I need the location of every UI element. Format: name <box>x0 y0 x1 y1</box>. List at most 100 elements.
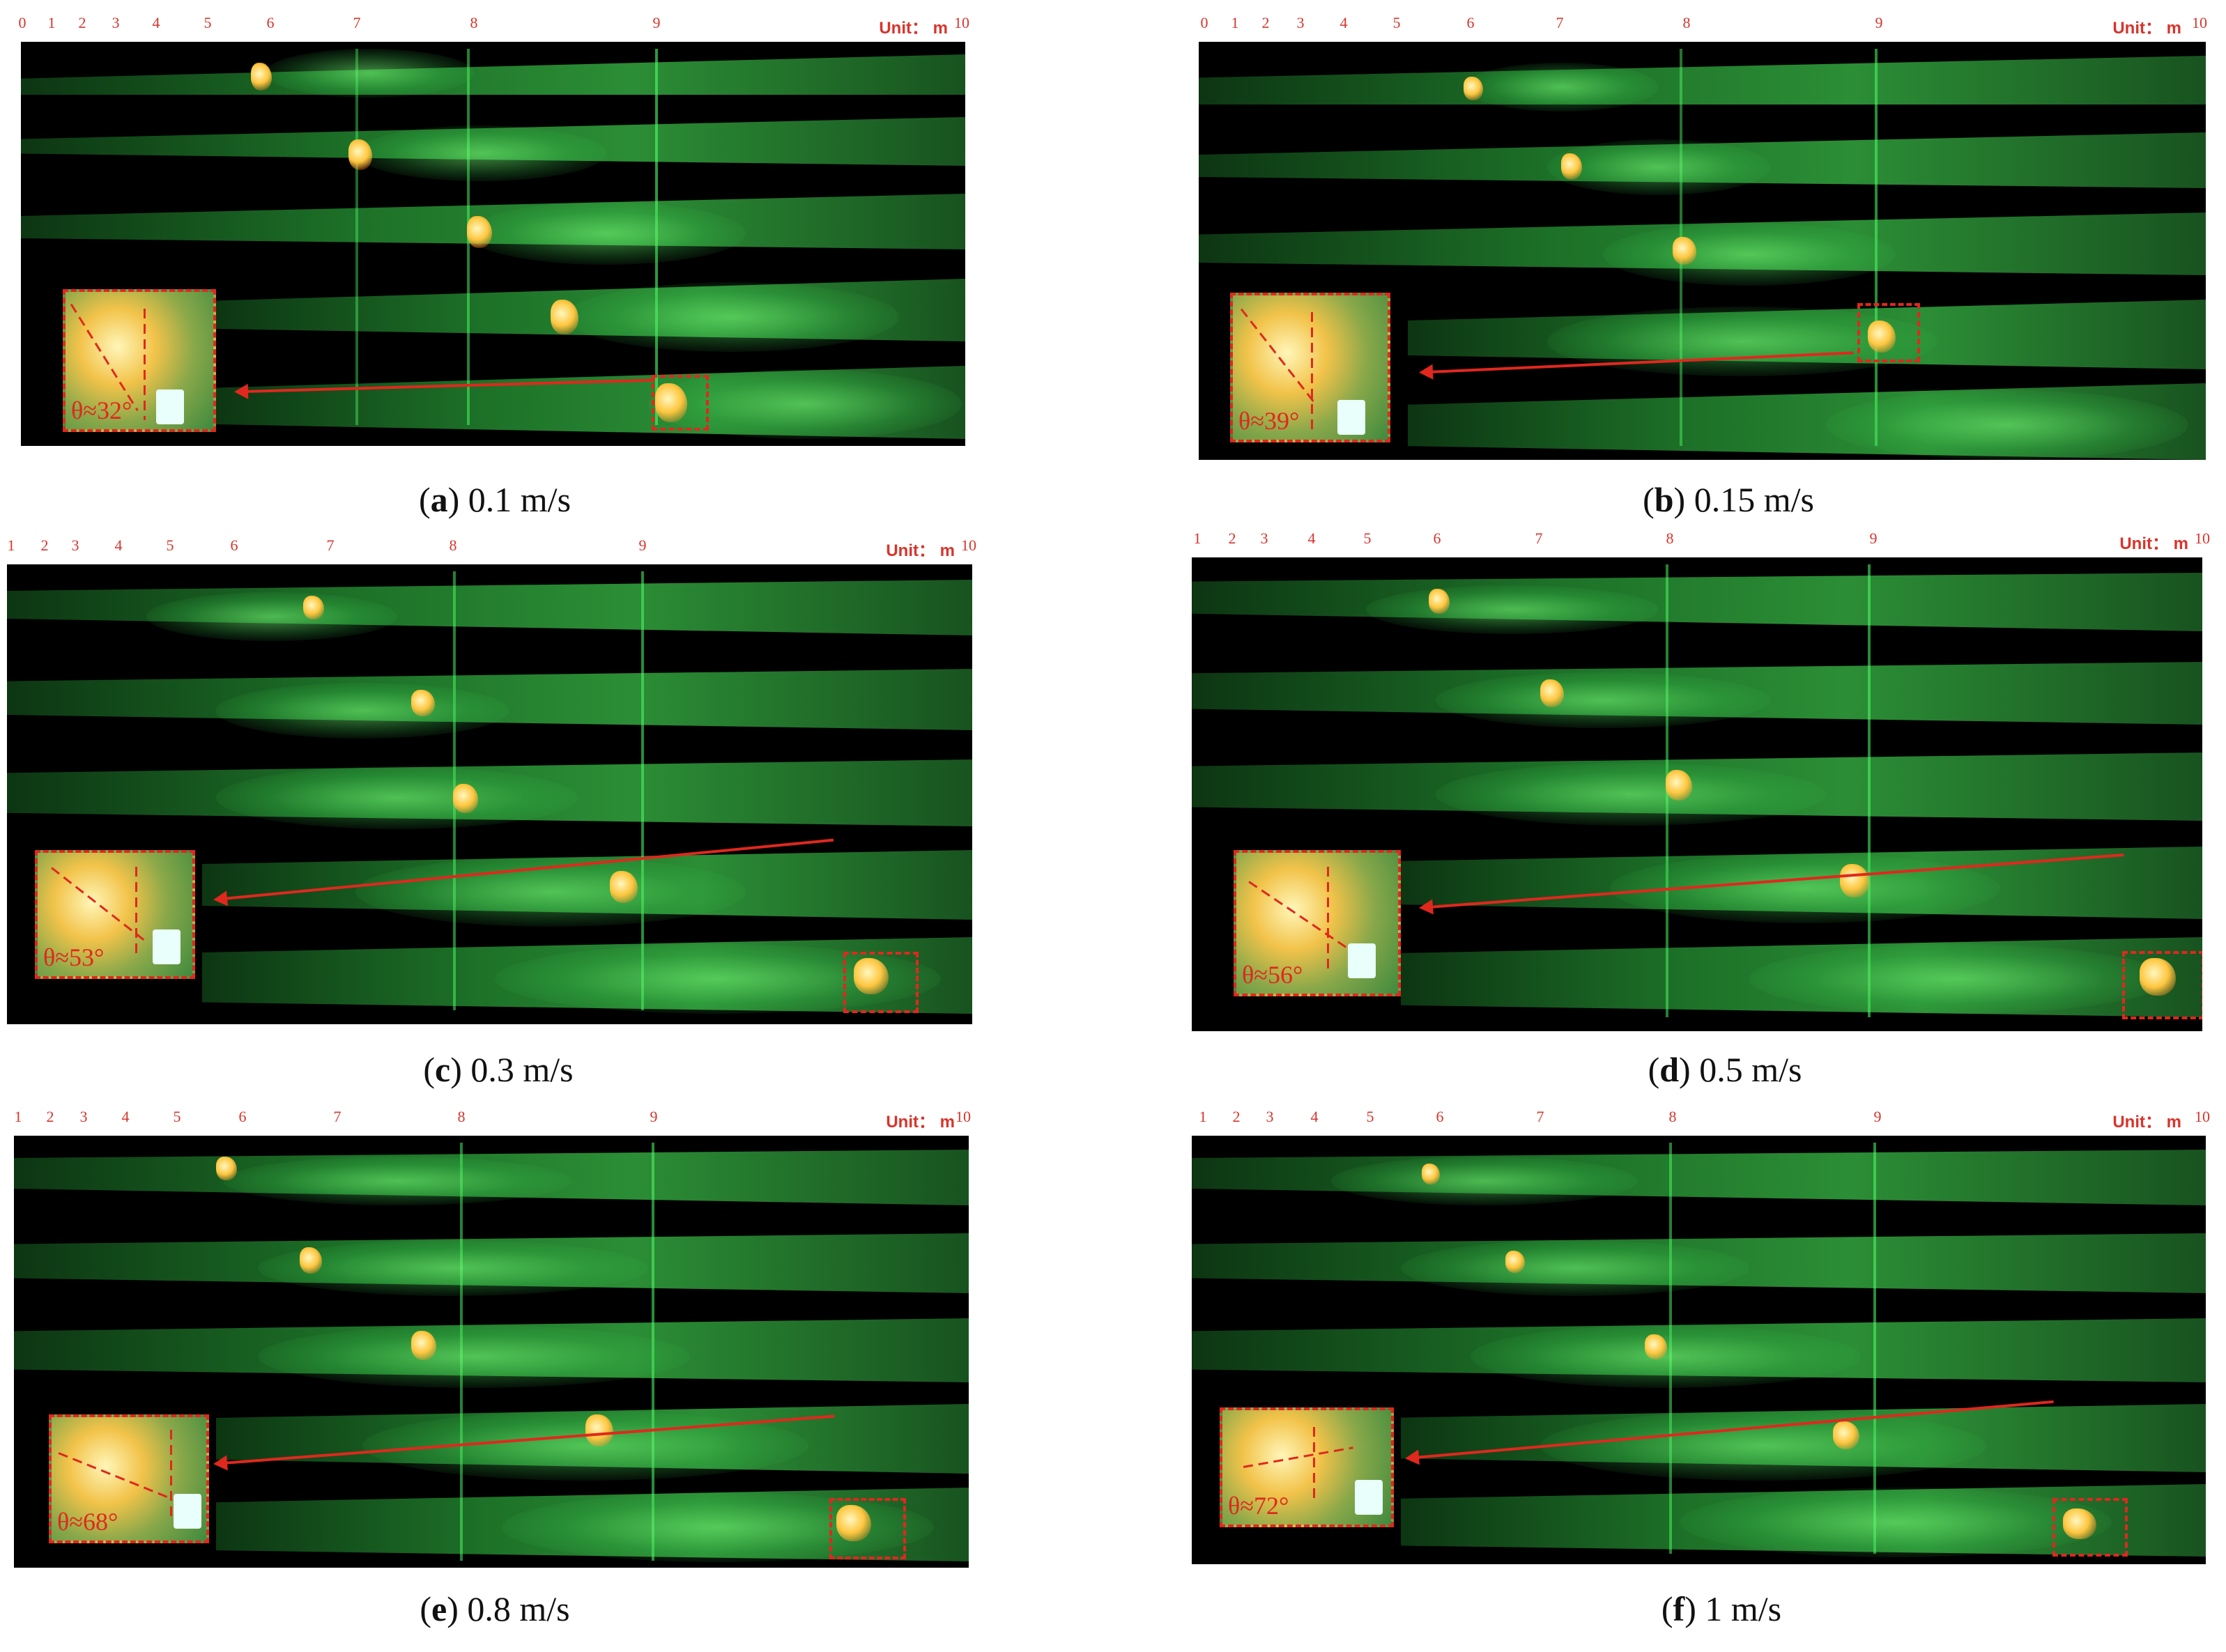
fire-source <box>1666 770 1692 801</box>
panel-b: 0 1 2 3 4 5 6 7 8 9 10 Unit： m <box>1199 14 2209 519</box>
scale-tick: 10 <box>2195 530 2210 547</box>
vertical-reference <box>144 309 146 420</box>
scale-tick: 2 <box>1232 1108 1241 1125</box>
smoke-plume <box>355 125 606 181</box>
scale-tick: 4 <box>1307 530 1316 547</box>
vertical-reference <box>135 867 137 957</box>
scale-tick: 10 <box>2195 1108 2210 1125</box>
distance-scale: 0 1 2 3 4 5 6 7 8 9 10 Unit： m <box>18 14 970 42</box>
panel-caption: (a) 0.1 m/s <box>418 480 571 519</box>
smoke-plume <box>565 282 899 352</box>
panel-letter: f <box>1673 1589 1685 1628</box>
vertical-reference <box>1327 867 1329 971</box>
smoke-plume <box>1680 1488 2112 1557</box>
flame-angle-inset: θ≈72° <box>1220 1407 1394 1527</box>
scale-tick: 5 <box>1392 14 1401 31</box>
panel-letter: b <box>1654 480 1674 519</box>
panel-speed: 1 m/s <box>1705 1589 1782 1628</box>
scale-tick: 2 <box>1228 530 1236 547</box>
fire-source <box>411 1331 436 1360</box>
scale-tick: 3 <box>79 1108 88 1125</box>
zoom-region <box>843 952 919 1013</box>
fire-source <box>453 784 478 813</box>
unit-label: Unit： m <box>886 1113 955 1132</box>
smoke-plume <box>648 369 962 439</box>
smoke-plume <box>1826 390 2188 460</box>
fire-source <box>1561 153 1582 180</box>
smoke-plume <box>1366 585 1659 634</box>
smoke-plume <box>216 683 509 739</box>
burner-nozzle <box>156 389 184 424</box>
distance-scale: 1 2 3 4 5 6 7 8 9 10 Unit： m <box>14 1108 983 1136</box>
scale-tick: 6 <box>1466 14 1475 31</box>
zoom-region <box>2122 951 2202 1019</box>
scale-tick: 7 <box>1536 1108 1544 1125</box>
scale-tick: 8 <box>1668 1108 1677 1125</box>
fire-source <box>854 958 889 994</box>
scale-tick: 4 <box>114 536 123 554</box>
smoke-plume <box>258 1325 690 1388</box>
angle-label: θ≈68° <box>57 1508 118 1536</box>
fire-source <box>1422 1164 1440 1184</box>
scale-tick: 9 <box>1875 14 1883 31</box>
tunnel-strip <box>1199 56 2206 105</box>
panel-d: 1 2 3 4 5 6 7 8 9 10 Unit： m <box>1192 530 2211 1094</box>
flame-angle-inset: θ≈56° <box>1234 850 1401 996</box>
tunnel-marker <box>1873 1143 1876 1554</box>
flame-axis <box>1243 1446 1353 1468</box>
zoom-region <box>829 1498 906 1559</box>
scale-tick: 7 <box>1556 14 1564 31</box>
vertical-reference <box>170 1430 172 1520</box>
tunnel-marker <box>1868 564 1871 1017</box>
tunnel-photo: θ≈39° <box>1199 42 2206 460</box>
panel-speed: 0.3 m/s <box>470 1050 574 1089</box>
scale-tick: 6 <box>1433 530 1441 547</box>
scale-tick: 8 <box>457 1108 466 1125</box>
flame-axis <box>1248 881 1348 949</box>
scale-tick: 9 <box>652 14 661 31</box>
burner-nozzle <box>1355 1480 1383 1515</box>
smoke-plume <box>216 766 578 829</box>
scale-tick: 2 <box>78 14 86 31</box>
flame-axis <box>58 1452 169 1499</box>
scale-tick: 5 <box>166 536 174 554</box>
fire-source <box>1429 589 1450 614</box>
scale-tick: 10 <box>954 14 969 31</box>
fire-source <box>411 690 435 716</box>
burner-nozzle <box>174 1494 201 1529</box>
tunnel-marker <box>641 571 644 1010</box>
scale-tick: 10 <box>955 1108 971 1125</box>
fire-source <box>1673 237 1696 265</box>
scale-tick: 3 <box>71 536 79 554</box>
flame-angle-inset: θ≈39° <box>1230 293 1390 442</box>
smoke-plume <box>1401 1240 1749 1296</box>
tunnel-photo: θ≈32° <box>21 42 965 446</box>
scale-tick: 4 <box>121 1108 130 1125</box>
scale-tick: 10 <box>2192 14 2207 31</box>
scale-tick: 6 <box>238 1108 247 1125</box>
scale-tick: 1 <box>14 1108 22 1125</box>
tunnel-strip <box>21 54 965 95</box>
scale-tick: 4 <box>1310 1108 1319 1125</box>
panel-letter: d <box>1659 1050 1680 1089</box>
smoke-plume <box>1540 1411 1986 1481</box>
scale-tick: 8 <box>449 536 457 554</box>
unit-label: Unit： m <box>2112 1113 2181 1132</box>
scale-tick: 0 <box>18 14 26 31</box>
scale-tick: 4 <box>1340 14 1348 31</box>
unit-label: Unit： m <box>2112 19 2181 38</box>
burner-nozzle <box>1337 400 1365 435</box>
scale-tick: 5 <box>204 14 212 31</box>
distance-scale: 1 2 3 4 5 6 7 8 9 10 Unit： m <box>1192 530 2211 557</box>
fire-source <box>1464 77 1483 100</box>
fire-source <box>610 871 638 903</box>
vertical-reference <box>1311 312 1313 431</box>
scale-tick: 10 <box>961 536 976 554</box>
smoke-plume <box>1464 63 1659 111</box>
scale-tick: 4 <box>152 14 160 31</box>
panel-f: 1 2 3 4 5 6 7 8 9 10 Unit： m <box>1192 1108 2210 1644</box>
panel-e: 1 2 3 4 5 6 7 8 9 10 Unit： m <box>14 1108 983 1644</box>
vertical-reference <box>1313 1427 1315 1504</box>
scale-tick: 7 <box>333 1108 341 1125</box>
smoke-plume <box>1749 944 2167 1014</box>
